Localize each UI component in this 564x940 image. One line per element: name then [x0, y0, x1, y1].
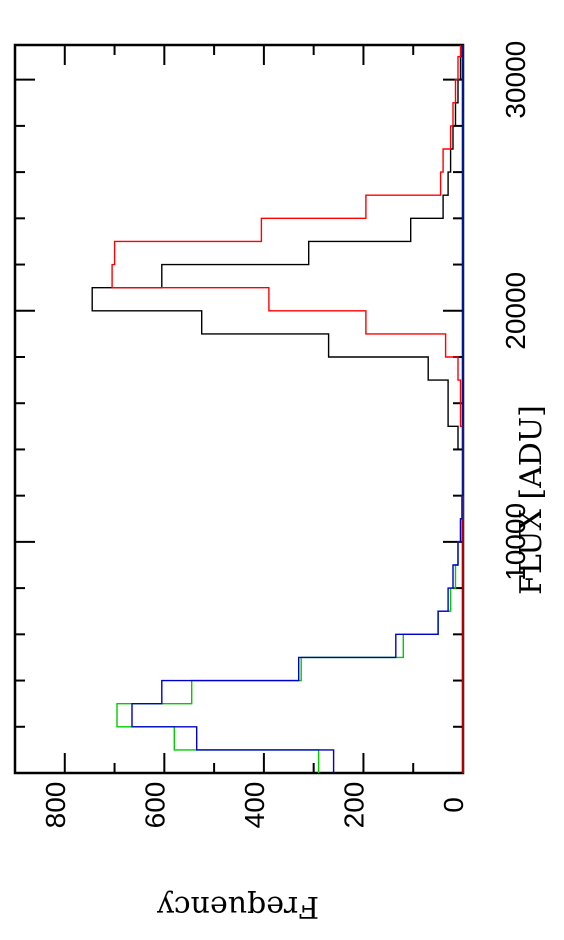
y-tick-label: 0: [438, 797, 469, 813]
histogram-series-0: [91, 45, 464, 773]
y-tick-label: 600: [139, 782, 170, 829]
plot-frame: [13, 43, 465, 775]
y-tick-label: 200: [338, 782, 369, 829]
histogram-series-1: [111, 45, 464, 773]
histogram-series-2: [116, 45, 464, 773]
y-tick-labels: 0 200 400 600 800: [40, 782, 469, 829]
y-tick-label: 400: [239, 782, 270, 829]
y-axis-title: Frequency: [157, 889, 319, 924]
x-tick-label: 10000: [500, 503, 531, 581]
x-axis-title: FLUX [ADU]: [514, 405, 549, 595]
axis-ticks: [15, 45, 463, 773]
histogram-series: [91, 45, 464, 773]
y-tick-label: 800: [40, 782, 71, 829]
x-tick-label: 20000: [500, 272, 531, 350]
x-tick-labels: 10000 20000 30000: [500, 41, 531, 581]
histogram-series-3: [131, 45, 464, 773]
x-tick-label: 30000: [500, 41, 531, 119]
